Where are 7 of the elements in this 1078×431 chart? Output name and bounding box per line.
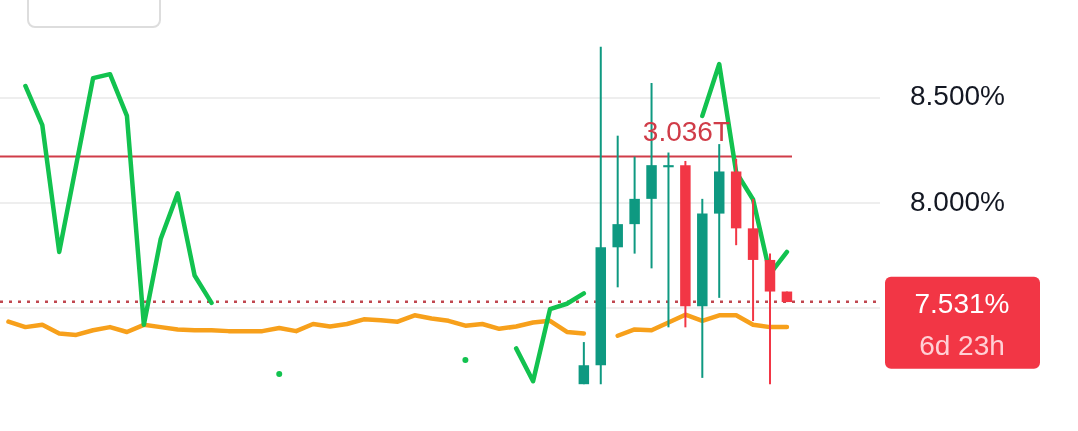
y-tick-label: 8.000% bbox=[910, 185, 1005, 217]
candlestick bbox=[612, 134, 623, 289]
y-tick-label: 8.500% bbox=[910, 80, 1005, 112]
text: 6d 23h bbox=[919, 329, 1005, 361]
candlestick bbox=[663, 151, 674, 329]
ref-line-label: 7.531% bbox=[914, 287, 1010, 319]
candlestick bbox=[578, 341, 590, 386]
